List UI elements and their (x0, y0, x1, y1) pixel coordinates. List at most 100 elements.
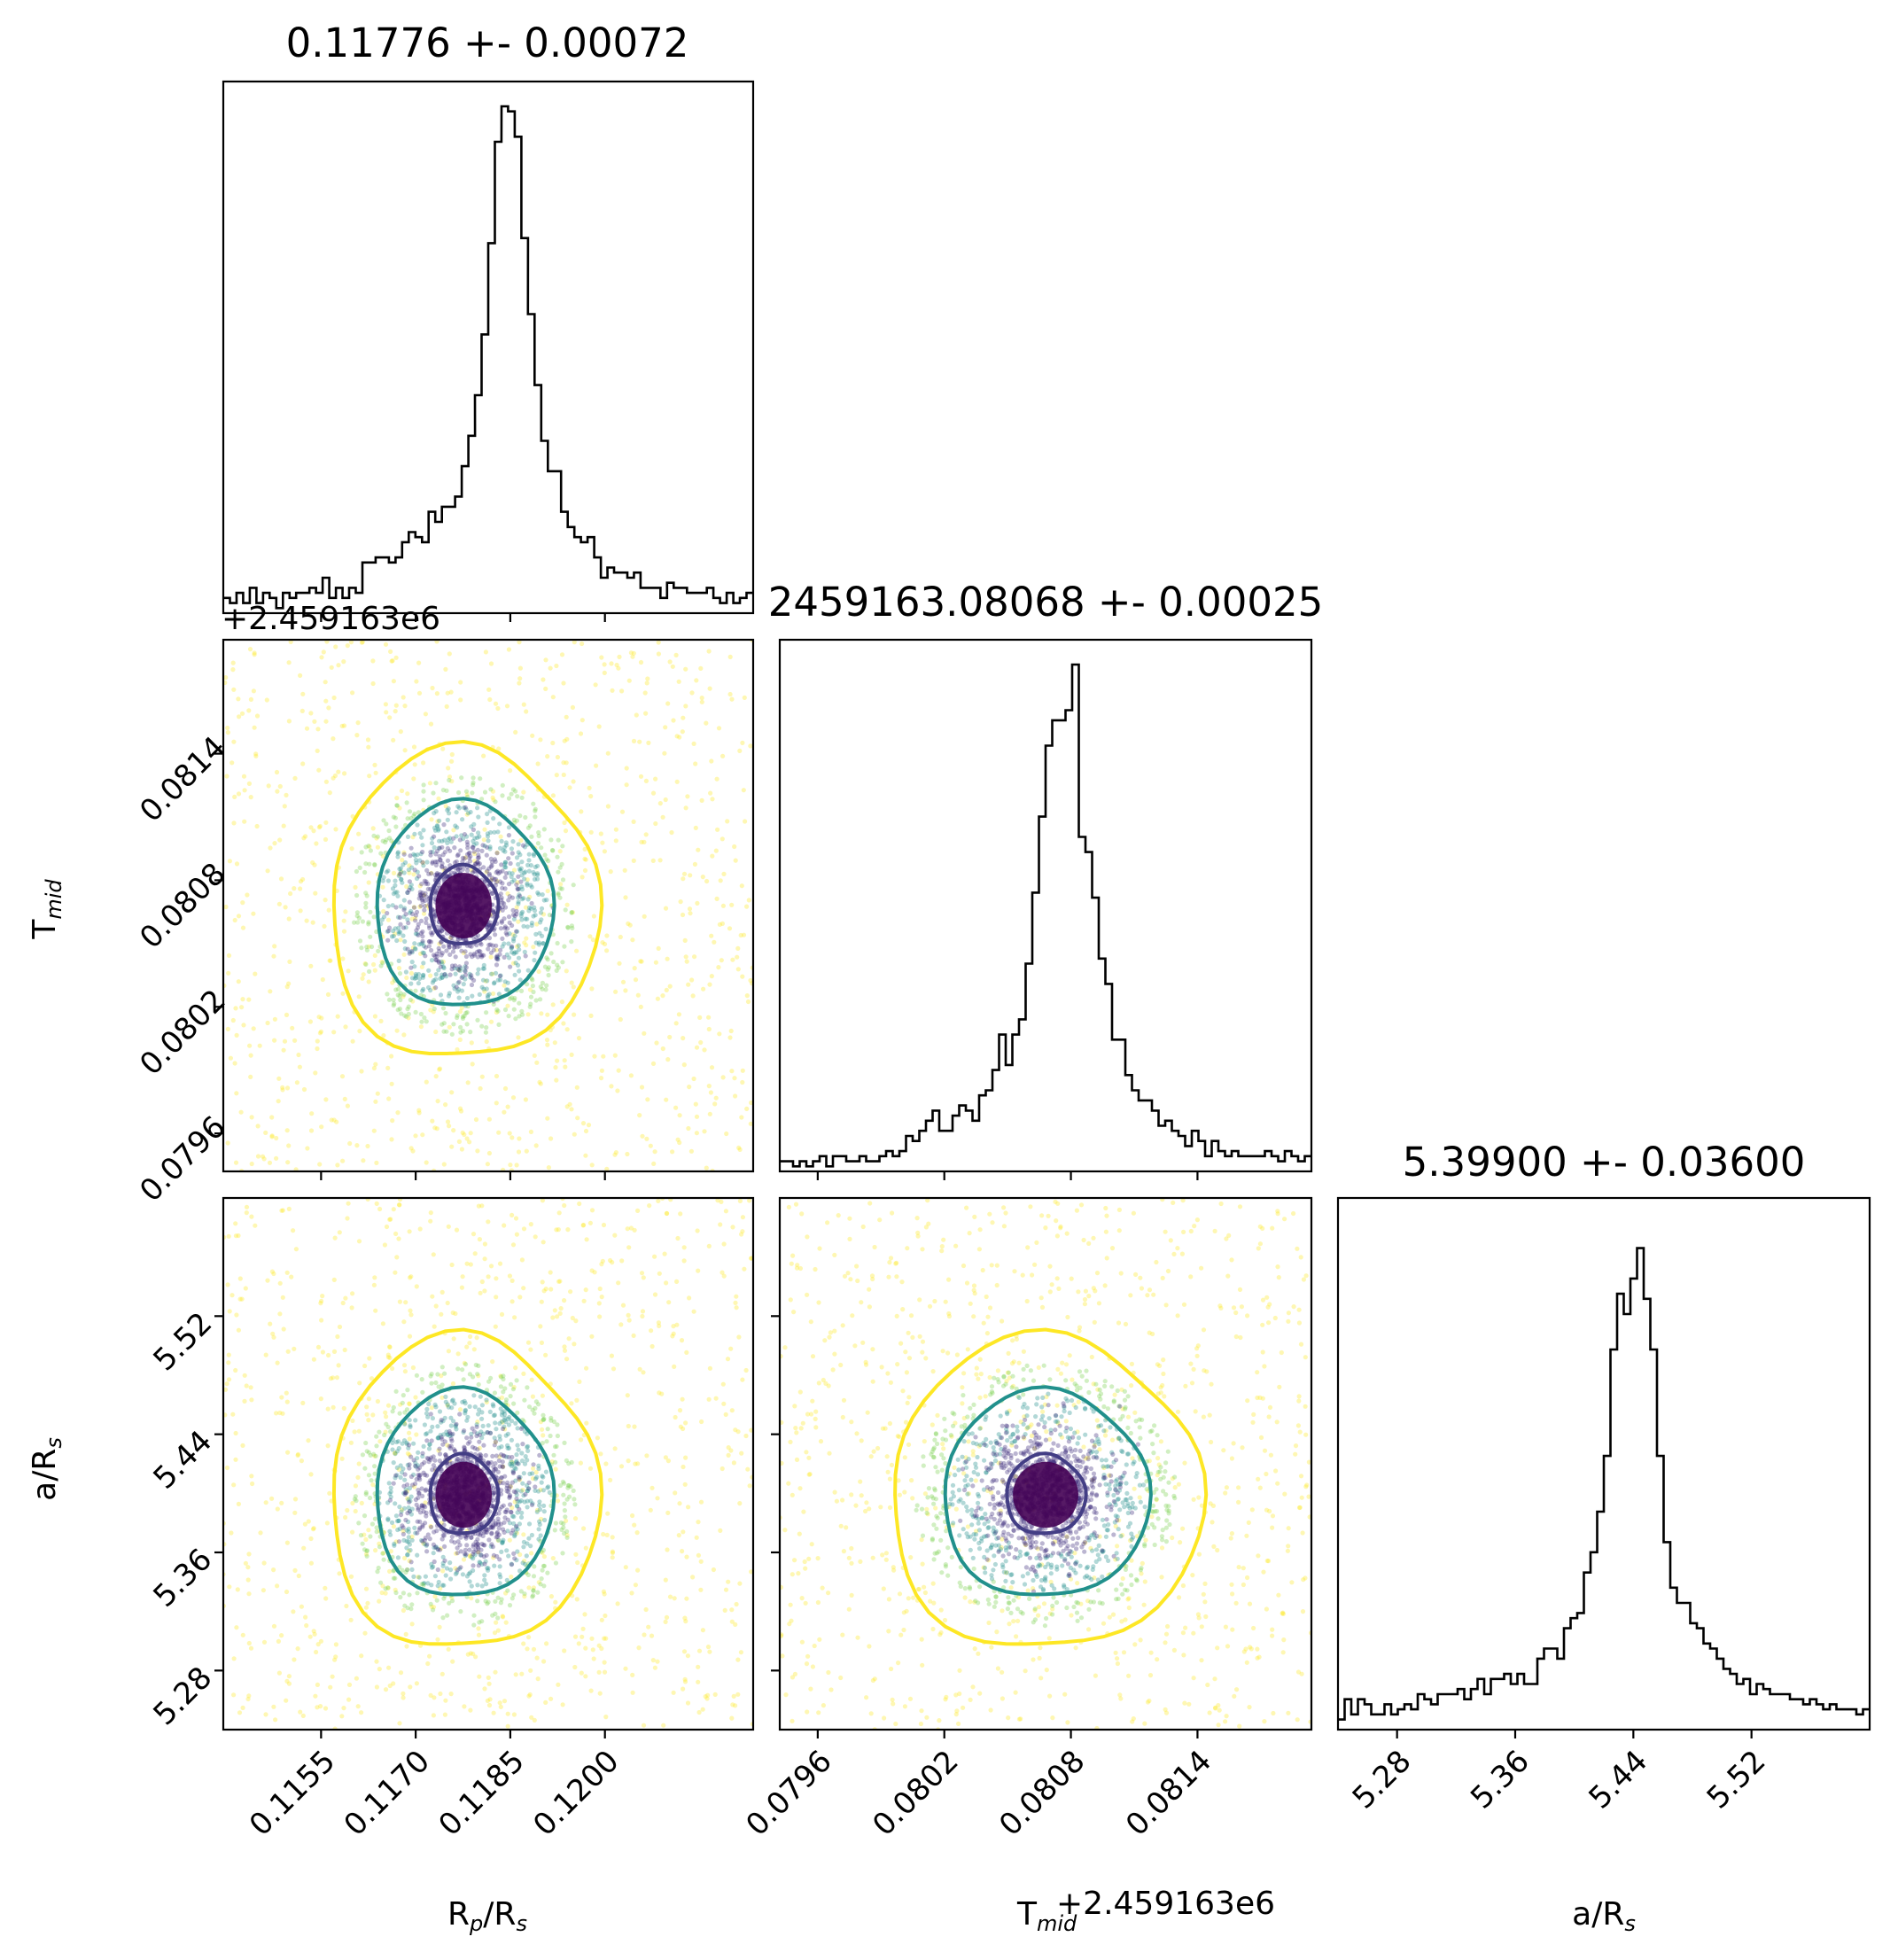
scatter-point (463, 972, 469, 977)
scatter-point (525, 825, 532, 830)
scatter-point (638, 774, 644, 779)
scatter-point (555, 854, 560, 859)
scatter-point (681, 876, 686, 882)
scatter-point (721, 871, 727, 877)
scatter-point (462, 1456, 467, 1461)
scatter-point (343, 909, 348, 914)
scatter-point (692, 954, 697, 960)
scatter-point (501, 1481, 506, 1486)
scatter-point (432, 834, 437, 839)
scatter-point (411, 905, 416, 910)
scatter-points (780, 1198, 1311, 1730)
scatter-point (674, 734, 680, 739)
scatter-point (587, 785, 592, 791)
scatter-point (446, 993, 452, 999)
scatter-point (342, 771, 347, 776)
scatter-point (515, 1426, 520, 1431)
scatter-point (432, 859, 438, 865)
scatter-point (735, 954, 740, 960)
scatter-point (420, 940, 425, 945)
scatter-point (483, 1529, 488, 1535)
scatter-point (397, 1565, 402, 1570)
scatter-point (395, 1555, 401, 1560)
scatter-point (447, 1600, 452, 1606)
scatter-point (443, 804, 448, 809)
scatter-point (534, 1655, 540, 1661)
scatter-point (506, 1454, 511, 1460)
scatter-point (644, 1136, 650, 1141)
scatter-point (433, 1029, 439, 1035)
scatter-point (387, 715, 393, 720)
scatter-point (548, 1696, 554, 1701)
scatter-point (568, 1289, 573, 1295)
scatter-point (380, 853, 385, 859)
scatter-point (319, 1298, 324, 1303)
scatter-point (740, 1079, 745, 1085)
scatter-point (630, 654, 635, 659)
scatter-point (318, 1704, 323, 1709)
scatter-point (438, 927, 443, 932)
scatter-point (363, 1536, 369, 1543)
scatter-point (517, 1521, 523, 1527)
scatter-point (397, 867, 402, 872)
scatter-point (237, 1276, 243, 1281)
scatter-point (503, 1433, 509, 1438)
scatter-point (709, 758, 714, 764)
scatter-point (505, 1588, 510, 1593)
scatter-point (619, 688, 625, 694)
scatter-point (432, 1594, 438, 1599)
scatter-point (465, 1080, 471, 1085)
scatter-point (525, 1385, 530, 1390)
scatter-point (278, 876, 284, 882)
scatter-point (406, 1015, 411, 1021)
scatter-point (483, 649, 489, 655)
scatter-point (370, 1412, 376, 1418)
scatter-point (476, 1626, 481, 1631)
scatter-point (307, 1019, 313, 1024)
scatter-point (631, 858, 636, 864)
scatter-point (729, 1607, 735, 1613)
scatter-point (464, 995, 471, 1001)
scatter-point (368, 909, 373, 914)
scatter-point (499, 1488, 504, 1493)
scatter-point (467, 1579, 472, 1584)
scatter-point (314, 1649, 319, 1655)
scatter-point (554, 1077, 559, 1083)
scatter-point (498, 977, 503, 983)
scatter-point (502, 875, 508, 880)
scatter-point (519, 1012, 525, 1017)
scatter-point (514, 950, 519, 955)
scatter-point (528, 1129, 534, 1134)
scatter-point (729, 1715, 735, 1721)
scatter-point (360, 1452, 365, 1458)
scatter-point (448, 935, 454, 940)
scatter-point (391, 814, 396, 820)
scatter-point (409, 960, 415, 965)
scatter-point (688, 911, 693, 916)
scatter-point (402, 1013, 408, 1018)
scatter-point (416, 971, 422, 977)
scatter-point (463, 937, 469, 943)
scatter-point (439, 1436, 445, 1442)
scatter-point (519, 917, 525, 922)
scatter-point (546, 1165, 552, 1171)
scatter-point (535, 761, 541, 766)
scatter-point (466, 851, 471, 857)
scatter-point (740, 1229, 745, 1234)
scatter-point (589, 986, 595, 992)
scatter-point (401, 1319, 407, 1325)
scatter-point (504, 1507, 510, 1513)
scatter-point (436, 828, 441, 833)
scatter-point (339, 1456, 345, 1461)
scatter-point (363, 844, 369, 850)
scatter-point (416, 932, 421, 937)
scatter-point (376, 948, 381, 953)
scatter-point (401, 1466, 406, 1472)
scatter-point (583, 1545, 588, 1551)
scatter-point (444, 1029, 449, 1034)
scatter-point (463, 976, 468, 982)
scatter-point (546, 965, 552, 970)
scatter-point (438, 1691, 443, 1697)
scatter-point (449, 1534, 455, 1539)
scatter-point (382, 1242, 387, 1248)
